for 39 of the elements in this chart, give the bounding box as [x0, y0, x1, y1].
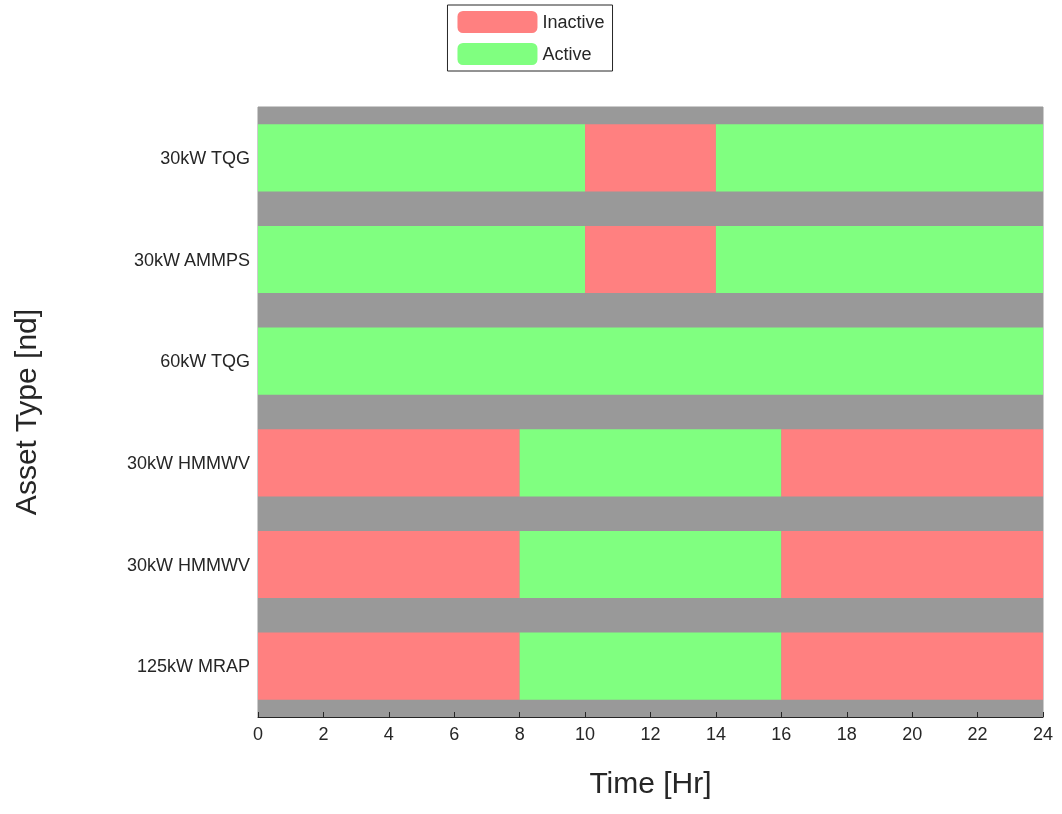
bar	[519, 632, 782, 700]
bar	[781, 530, 1043, 599]
y-tick-label: 30kW HMMWV	[127, 554, 250, 575]
bar	[519, 530, 782, 599]
bar	[258, 429, 520, 497]
y-tick-label: 60kW TQG	[160, 351, 250, 372]
x-tick-label: 12	[640, 724, 661, 744]
bar	[519, 429, 782, 497]
x-tick-label: 0	[252, 724, 264, 744]
bar	[258, 225, 586, 294]
x-tick-label: 20	[902, 724, 923, 744]
legend-label: Inactive	[542, 12, 605, 32]
y-tick-label: 30kW HMMWV	[127, 452, 250, 473]
bar	[258, 327, 1043, 395]
y-tick-label: 30kW AMMPS	[133, 249, 250, 270]
bar	[715, 225, 1043, 294]
x-tick-label: 10	[575, 724, 596, 744]
bar	[258, 124, 586, 192]
bar	[585, 225, 716, 294]
x-tick-label: 8	[514, 724, 525, 744]
x-tick-label: 14	[705, 724, 726, 744]
x-axis-title: Time [Hr]	[589, 765, 712, 799]
y-tick-label: 30kW TQG	[160, 147, 250, 168]
bar	[585, 124, 716, 192]
y-axis-title: Asset Type [nd]	[8, 308, 42, 516]
x-tick-label: 4	[383, 724, 394, 744]
x-tick-label: 22	[967, 724, 988, 744]
x-tick-label: 16	[771, 724, 792, 744]
x-tick-label: 2	[318, 724, 329, 744]
legend-label: Active	[542, 44, 592, 64]
x-tick-label: 18	[836, 724, 857, 744]
bar	[258, 632, 520, 700]
bar	[781, 429, 1043, 497]
y-tick-label: 125kW MRAP	[136, 656, 250, 677]
bar	[258, 530, 520, 599]
x-tick-label: 6	[449, 724, 460, 744]
bar	[715, 124, 1043, 192]
x-tick-label: 24	[1032, 724, 1054, 744]
bar	[781, 632, 1043, 700]
